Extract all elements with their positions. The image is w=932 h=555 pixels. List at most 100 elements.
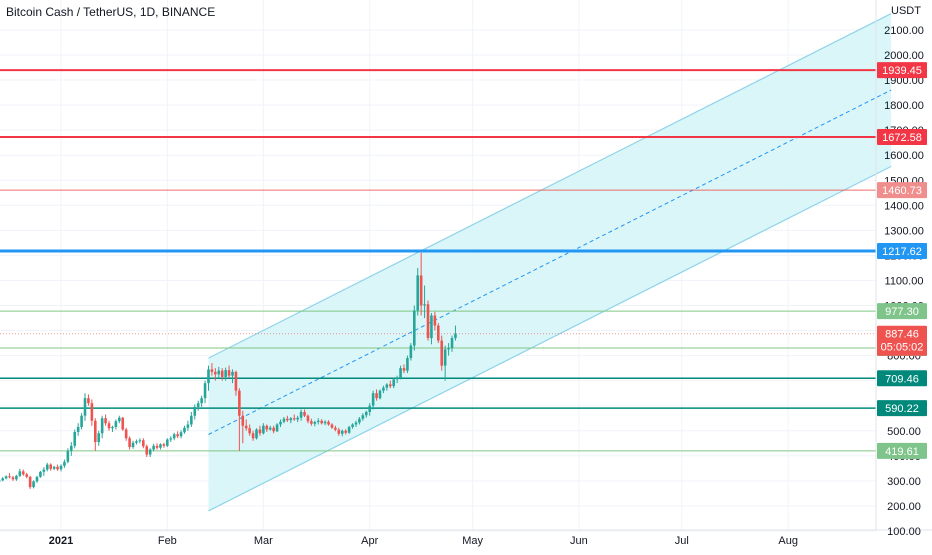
candle-body xyxy=(11,477,15,480)
candle-body xyxy=(100,418,104,434)
candle-body xyxy=(114,421,118,427)
level-label: 590.22 xyxy=(885,403,919,415)
level-label-tag xyxy=(877,242,927,259)
candle-body xyxy=(49,464,53,469)
level-label-tag xyxy=(877,182,927,199)
candle-body xyxy=(32,481,35,488)
last-price-tag xyxy=(877,325,927,356)
level-label-tag xyxy=(877,400,927,417)
candle-body xyxy=(412,310,416,346)
candle-body xyxy=(203,383,207,399)
chart-title: Bitcoin Cash / TetherUS, 1D, BINANCE xyxy=(6,5,216,19)
candle-body xyxy=(419,275,423,306)
candle-body xyxy=(327,421,330,425)
level-label-tag xyxy=(877,370,927,387)
candle-body xyxy=(87,398,90,404)
candle-body xyxy=(323,421,327,424)
price-tick-label: 100.00 xyxy=(887,526,921,538)
candle-body xyxy=(399,368,402,379)
time-tick-label: Jul xyxy=(675,535,689,547)
candle-body xyxy=(90,403,94,421)
channel-lower-line[interactable] xyxy=(208,165,892,512)
candle-body xyxy=(279,421,282,425)
candle-body xyxy=(258,429,262,434)
candle-body xyxy=(241,415,245,426)
candle-body xyxy=(430,315,433,339)
level-label: 709.46 xyxy=(885,373,919,385)
candle-body xyxy=(220,370,224,377)
candle-body xyxy=(124,429,128,439)
candle-body xyxy=(426,304,430,339)
candle-body xyxy=(118,417,121,422)
candle-body xyxy=(450,338,454,349)
candle-body xyxy=(375,393,378,399)
candle-body xyxy=(330,424,334,428)
candle-body xyxy=(207,369,210,384)
candle-body xyxy=(361,415,365,419)
candle-body xyxy=(395,378,399,380)
candle-body xyxy=(358,418,361,423)
candle-body xyxy=(196,403,200,407)
candle-body xyxy=(244,425,248,429)
candle-body xyxy=(443,349,447,366)
candle-body xyxy=(63,461,66,466)
candle-body xyxy=(45,464,49,470)
candle-body xyxy=(104,418,107,424)
price-tick-label: 500.00 xyxy=(887,426,921,438)
level-label: 1939.45 xyxy=(882,65,922,77)
candle-body xyxy=(8,476,11,478)
price-axis[interactable]: 100.00200.00300.00400.00500.00600.00700.… xyxy=(884,25,924,538)
time-tick-label: Aug xyxy=(778,535,798,547)
candle-body xyxy=(234,371,238,391)
candle-body xyxy=(162,444,166,446)
candle-body xyxy=(128,438,131,448)
price-labels: 1939.451672.581460.731217.62977.30830.54… xyxy=(877,62,927,459)
candle-body xyxy=(371,393,375,406)
time-tick-label: Feb xyxy=(158,535,177,547)
candle-body xyxy=(83,398,87,416)
candle-body xyxy=(131,442,135,448)
candle-body xyxy=(337,429,341,434)
candle-body xyxy=(155,445,159,448)
candle-body xyxy=(179,432,183,437)
price-tick-label: 2100.00 xyxy=(884,25,924,37)
candle-body xyxy=(344,430,347,433)
price-tick-label: 1100.00 xyxy=(885,275,924,287)
candle-body xyxy=(275,424,279,432)
candle-body xyxy=(392,379,396,387)
candle-body xyxy=(303,411,306,416)
candle-body xyxy=(354,422,358,425)
channel-midline[interactable] xyxy=(208,89,892,435)
candle-body xyxy=(183,427,186,433)
candle-body xyxy=(368,405,371,412)
candle-body xyxy=(282,418,286,422)
candle-body xyxy=(214,371,217,375)
candle-body xyxy=(59,465,63,470)
candle-body xyxy=(347,426,351,433)
time-tick-label: Mar xyxy=(254,535,273,547)
candle-body xyxy=(21,471,25,475)
candlesticks xyxy=(0,252,457,489)
level-label-tag xyxy=(877,303,927,320)
time-axis[interactable]: 2021 Feb Mar Apr May Jun Jul Aug xyxy=(49,535,798,547)
last-price-value: 887.46 xyxy=(885,329,919,341)
time-tick-label: May xyxy=(462,535,483,547)
bar-countdown: 05:05:02 xyxy=(881,342,924,354)
candle-body xyxy=(416,275,420,311)
candle-body xyxy=(433,315,437,326)
candle-body xyxy=(39,471,42,477)
candle-body xyxy=(94,420,97,443)
candle-body xyxy=(248,428,251,434)
candle-body xyxy=(56,466,59,470)
quote-currency: USDT xyxy=(891,5,921,17)
candle-body xyxy=(423,304,426,306)
candle-body xyxy=(351,424,354,427)
candle-body xyxy=(217,370,221,375)
candle-body xyxy=(310,421,313,424)
candle-body xyxy=(35,476,39,482)
candle-body xyxy=(306,415,310,422)
candle-body xyxy=(292,418,296,420)
candle-body xyxy=(25,474,28,477)
